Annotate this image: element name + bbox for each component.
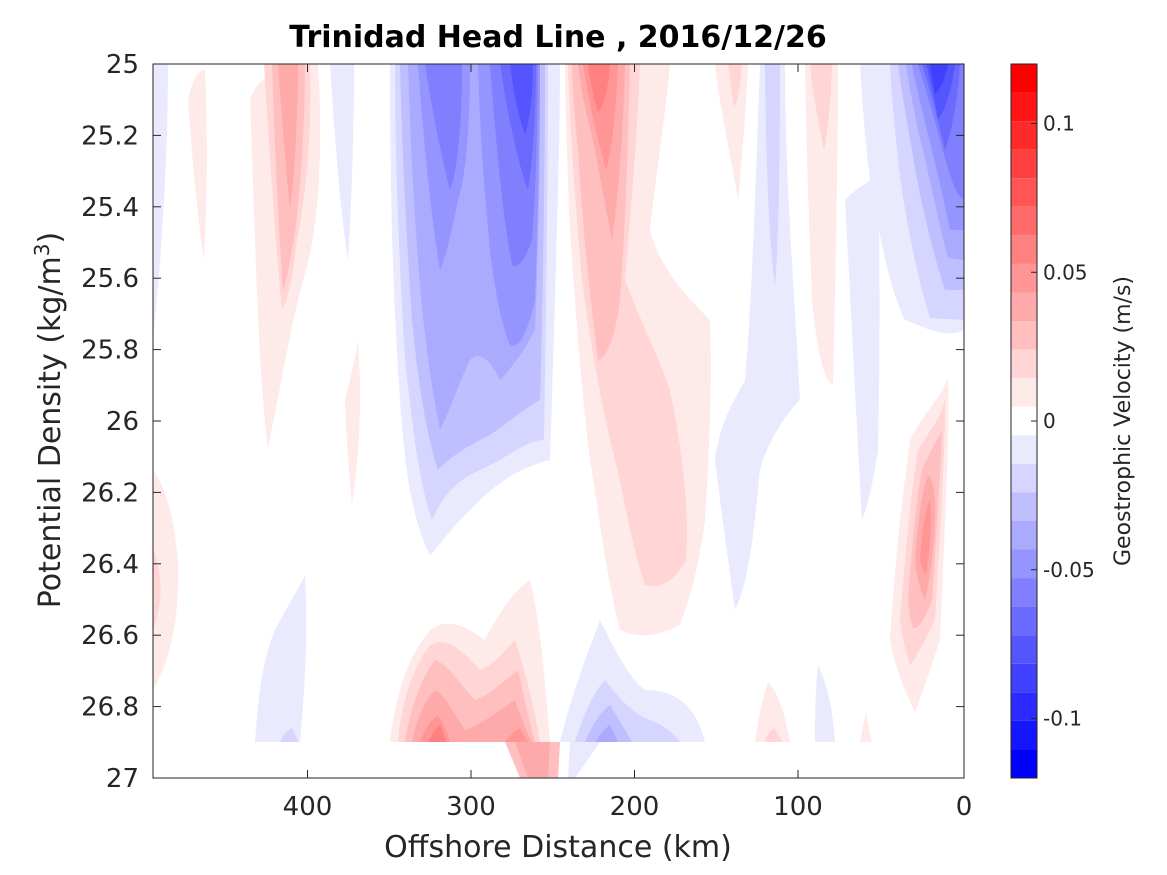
x-tick-label: 0: [956, 792, 973, 822]
colorbar-swatch: [1011, 92, 1037, 122]
contour-red-bottom-305-band-6: [428, 725, 446, 742]
colorbar-swatch: [1011, 549, 1037, 579]
y-tick-label: 26.4: [81, 550, 139, 580]
y-tick-label: 27: [106, 764, 139, 794]
chart-title: Trinidad Head Line , 2016/12/26: [289, 20, 826, 55]
y-tick-label: 26: [106, 407, 139, 437]
contour-red-below-bottom-250-core: [515, 742, 550, 778]
contour-red-offshore-360-band-1: [345, 340, 360, 505]
colorbar-swatch: [1011, 635, 1037, 664]
colorbar-swatch: [1011, 321, 1037, 350]
x-tick-label: 400: [283, 792, 333, 822]
y-tick-label: 26.2: [81, 478, 139, 508]
y-axis-label-close: ): [33, 232, 68, 244]
colorbar-swatch: [1011, 720, 1037, 750]
x-tick-label: 100: [773, 792, 823, 822]
colorbar-tick-label: 0: [1043, 409, 1056, 433]
colorbar-swatch: [1011, 663, 1037, 693]
contour-red-offshore-480-band-2: [153, 550, 161, 630]
x-axis: 400 300 200 100 0: [283, 64, 973, 822]
colorbar-label: Geostrophic Velocity (m/s): [1111, 276, 1136, 566]
contour-red-slope-90-band-1: [805, 64, 838, 385]
contour-blue-core-265-band-8: [510, 64, 533, 135]
colorbar-swatch: [1011, 520, 1037, 550]
contour-fill-layer: [153, 64, 964, 778]
contour-blue-bottom-395-band-1: [255, 575, 307, 742]
contour-red-band-145-band-1: [715, 64, 748, 200]
colorbar-tick-label: 0.05: [1043, 260, 1088, 284]
x-tick-label: 200: [610, 792, 660, 822]
contour-red-band-145-band-2: [728, 64, 742, 108]
colorbar-swatch: [1011, 349, 1037, 379]
colorbar-swatch: [1011, 435, 1037, 464]
y-tick-label: 26.6: [81, 621, 139, 651]
contour-blue-offshore-470-band-1: [153, 64, 168, 340]
contour-red-bottom-140-band-2: [765, 728, 782, 742]
colorbar-swatch: [1011, 206, 1037, 236]
contour-red-bottom-60-band-1: [860, 712, 872, 742]
colorbar-swatch: [1011, 606, 1037, 636]
contour-red-slope-90-band-2: [810, 64, 832, 150]
contour-blue-nearshore-15-band-9: [930, 64, 948, 94]
colorbar-swatch: [1011, 692, 1037, 721]
contour-blue-offshore-380-band-1: [330, 64, 354, 260]
contour-blue-bottom-395-band-2: [280, 728, 298, 742]
colorbar-tick-label: -0.1: [1043, 707, 1082, 731]
colorbar-swatch: [1011, 64, 1037, 93]
y-tick-label: 25.8: [81, 336, 139, 366]
contour-red-nearshore-25-band-5: [920, 500, 931, 575]
colorbar-swatch: [1011, 178, 1037, 207]
y-axis: 25 25.2 25.4 25.6 25.8 26 26.2 26.4 26.6…: [81, 50, 964, 794]
contour-red-offshore-460-band-1: [188, 70, 207, 260]
colorbar-swatch: [1011, 492, 1037, 521]
contour-blue-slope-135-band-2: [765, 64, 780, 285]
colorbar-tick-label: 0.1: [1043, 112, 1075, 136]
colorbar: 0.1 0.05 0 -0.05 -0.1: [1010, 63, 1095, 779]
colorbar-swatch: [1011, 149, 1037, 179]
contour-blue-core-320-band-6: [425, 64, 462, 190]
contour-red-bottom-140-band-1: [755, 682, 790, 742]
y-tick-label: 26.8: [81, 693, 139, 723]
y-axis-label-main: Potential Density (kg/m: [33, 256, 68, 608]
y-axis-label: Potential Density (kg/m3): [30, 232, 68, 608]
contour-blue-slope-45-band-1: [845, 175, 880, 520]
colorbar-swatch: [1011, 121, 1037, 150]
y-tick-label: 25.4: [81, 193, 139, 223]
colorbar-swatch: [1011, 235, 1037, 264]
colorbar-swatch: [1011, 749, 1037, 778]
colorbar-swatch: [1011, 463, 1037, 493]
y-tick-label: 25: [106, 50, 139, 80]
x-tick-label: 300: [446, 792, 496, 822]
colorbar-swatch: [1011, 263, 1037, 293]
contour-red-jet-410-band-4: [278, 64, 298, 210]
x-axis-label: Offshore Distance (km): [384, 830, 732, 865]
colorbar-swatch: [1011, 378, 1037, 407]
colorbar-swatch: [1011, 578, 1037, 607]
contour-blue-below-bottom-230: [568, 742, 600, 778]
contour-red-core-220-band-6: [588, 64, 610, 112]
y-tick-label: 25.2: [81, 121, 139, 151]
colorbar-tick-label: -0.05: [1043, 558, 1095, 582]
contour-red-core-220-band-5: [583, 64, 618, 170]
contour-blue-bottom-95-band-1: [815, 665, 835, 742]
contour-blue-slope-135-band-1: [715, 64, 800, 610]
y-tick-label: 25.6: [81, 264, 139, 294]
colorbar-swatch: [1011, 292, 1037, 322]
y-axis-label-superscript: 3: [30, 243, 54, 256]
